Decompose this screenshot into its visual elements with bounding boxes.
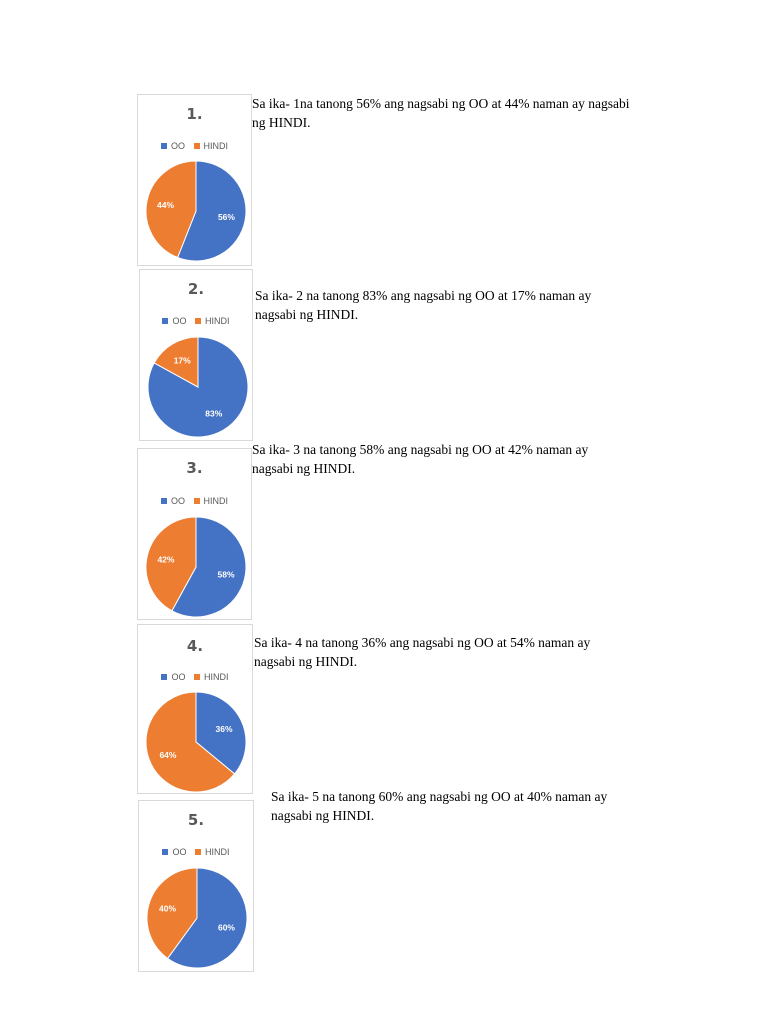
legend-item-oo: OO	[160, 141, 185, 151]
chart-legend: OO HINDI	[138, 141, 251, 151]
legend-swatch-oo	[162, 318, 169, 324]
pie-chart-3: 3. OO HINDI 58% 42%	[137, 448, 252, 620]
legend-item-oo: OO	[160, 496, 185, 506]
description-1: Sa ika- 1na tanong 56% ang nagsabi ng OO…	[252, 94, 630, 132]
legend-swatch-hindi	[193, 143, 200, 149]
data-label-hindi: 17%	[174, 355, 191, 365]
pie-slice-oo	[166, 867, 248, 969]
pie-slice-hindi	[145, 160, 197, 259]
data-label-oo: 60%	[218, 923, 235, 933]
pie-svg: 83% 17%	[147, 336, 249, 438]
description-line: nagsabi ng HINDI.	[252, 461, 356, 476]
data-label-hindi: 64%	[159, 750, 176, 760]
description-line: Sa ika- 5 na tanong 60% ang nagsabi ng O…	[271, 789, 608, 804]
legend-item-oo: OO	[162, 847, 187, 857]
legend-item-hindi: HINDI	[194, 672, 229, 682]
legend-label-hindi: HINDI	[203, 496, 229, 506]
description-line: Sa ika- 2 na tanong 83% ang nagsabi ng O…	[255, 288, 592, 303]
legend-swatch-oo	[162, 849, 169, 855]
legend-label-oo: OO	[170, 141, 185, 151]
legend-swatch-hindi	[195, 849, 202, 855]
pie-slice-oo	[195, 691, 247, 775]
legend-swatch-oo	[161, 674, 168, 680]
legend-label-oo: OO	[171, 672, 186, 682]
legend-item-hindi: HINDI	[193, 141, 229, 151]
description-line: nagsabi ng HINDI.	[255, 307, 359, 322]
data-label-hindi: 44%	[157, 200, 174, 210]
pie-chart-2: 2. OO HINDI 83% 17%	[139, 269, 253, 441]
pie-slice-hindi	[146, 867, 198, 960]
data-label-oo: 58%	[218, 570, 235, 580]
legend-label-oo: OO	[170, 496, 185, 506]
legend-swatch-oo	[160, 143, 167, 149]
chart-legend: OO HINDI	[140, 316, 252, 326]
pie-chart-5: 5. OO HINDI 60% 40%	[138, 800, 254, 972]
legend-item-hindi: HINDI	[195, 316, 230, 326]
chart-title: 3.	[186, 459, 203, 477]
legend-label-oo: OO	[172, 847, 187, 857]
legend-item-hindi: HINDI	[195, 847, 230, 857]
legend-item-oo: OO	[161, 672, 186, 682]
chart-title: 5.	[187, 811, 205, 829]
legend-swatch-hindi	[194, 674, 201, 680]
data-label-oo: 36%	[216, 724, 233, 734]
chart-title: 2.	[187, 280, 205, 298]
data-label-hindi: 40%	[159, 903, 176, 913]
pie-svg: 60% 40%	[146, 867, 248, 969]
legend-swatch-oo	[160, 498, 167, 504]
legend-label-oo: OO	[172, 316, 187, 326]
legend-label-hindi: HINDI	[205, 316, 230, 326]
description-line: Sa ika- 1na tanong 56% ang nagsabi ng OO…	[252, 96, 630, 111]
pie-svg: 36% 64%	[145, 691, 247, 793]
pie-chart-1: 1. OO HINDI 56% 44%	[137, 94, 252, 266]
legend-swatch-hindi	[195, 318, 202, 324]
description-line: nagsabi ng HINDI.	[271, 808, 375, 823]
description-line: Sa ika- 4 na tanong 36% ang nagsabi ng O…	[254, 635, 591, 650]
chart-legend: OO HINDI	[138, 496, 251, 506]
legend-item-hindi: HINDI	[193, 496, 229, 506]
legend-label-hindi: HINDI	[204, 672, 229, 682]
data-label-oo: 56%	[218, 212, 235, 222]
description-line: ng HINDI.	[252, 115, 311, 130]
description-line: nagsabi ng HINDI.	[254, 654, 358, 669]
description-4: Sa ika- 4 na tanong 36% ang nagsabi ng O…	[254, 633, 590, 671]
data-label-oo: 83%	[205, 409, 222, 419]
description-2: Sa ika- 2 na tanong 83% ang nagsabi ng O…	[255, 286, 591, 324]
pie-svg: 58% 42%	[145, 516, 247, 618]
legend-label-hindi: HINDI	[203, 141, 229, 151]
description-line: Sa ika- 3 na tanong 58% ang nagsabi ng O…	[252, 442, 589, 457]
pie-slice-oo	[171, 516, 247, 618]
chart-title: 4.	[186, 637, 204, 655]
description-5: Sa ika- 5 na tanong 60% ang nagsabi ng O…	[271, 787, 607, 825]
pie-chart-4: 4. OO HINDI 36% 64%	[137, 624, 253, 794]
chart-legend: OO HINDI	[139, 847, 253, 857]
pie-slice-hindi	[153, 336, 199, 388]
legend-label-hindi: HINDI	[205, 847, 230, 857]
legend-item-oo: OO	[162, 316, 187, 326]
legend-swatch-hindi	[193, 498, 200, 504]
description-3: Sa ika- 3 na tanong 58% ang nagsabi ng O…	[252, 440, 588, 478]
data-label-hindi: 42%	[157, 554, 174, 564]
chart-legend: OO HINDI	[138, 672, 252, 682]
pie-svg: 56% 44%	[145, 160, 247, 262]
pie-slice-oo	[176, 160, 247, 262]
pie-slice-hindi	[145, 691, 236, 793]
pie-slice-hindi	[145, 516, 197, 612]
chart-title: 1.	[186, 105, 203, 123]
